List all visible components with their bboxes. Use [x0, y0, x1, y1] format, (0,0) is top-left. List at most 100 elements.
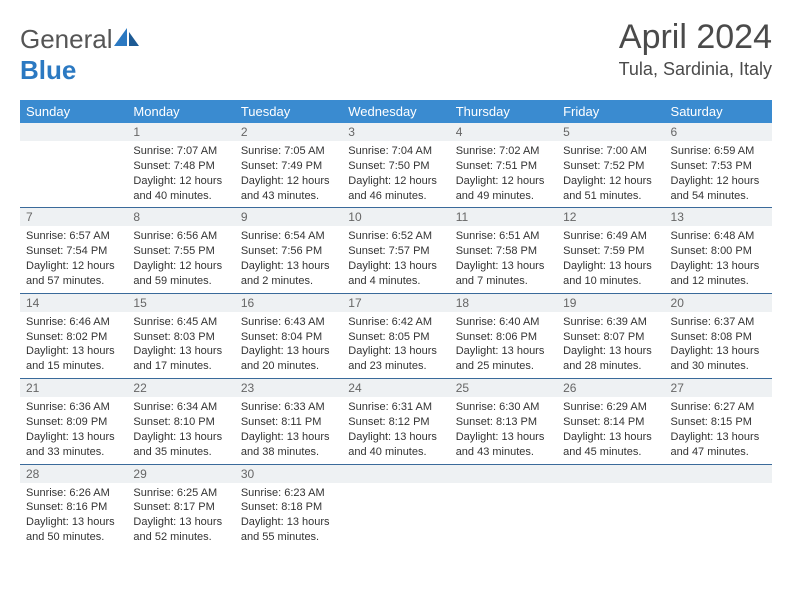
sunset-text: Sunset: 8:09 PM: [26, 415, 121, 430]
day-details: Sunrise: 7:04 AMSunset: 7:50 PMDaylight:…: [342, 141, 449, 207]
sunrise-text: Sunrise: 6:37 AM: [671, 315, 766, 330]
day-cell: [557, 464, 664, 549]
sunset-text: Sunset: 8:02 PM: [26, 330, 121, 345]
day-cell: 24Sunrise: 6:31 AMSunset: 8:12 PMDayligh…: [342, 379, 449, 464]
week-row: 14Sunrise: 6:46 AMSunset: 8:02 PMDayligh…: [20, 293, 772, 378]
sunrise-text: Sunrise: 6:54 AM: [241, 229, 336, 244]
day-details: Sunrise: 6:26 AMSunset: 8:16 PMDaylight:…: [20, 483, 127, 549]
day-cell: 1Sunrise: 7:07 AMSunset: 7:48 PMDaylight…: [127, 123, 234, 208]
day-cell: 22Sunrise: 6:34 AMSunset: 8:10 PMDayligh…: [127, 379, 234, 464]
day-cell: 6Sunrise: 6:59 AMSunset: 7:53 PMDaylight…: [665, 123, 772, 208]
sunset-text: Sunset: 8:03 PM: [133, 330, 228, 345]
day-details: Sunrise: 6:37 AMSunset: 8:08 PMDaylight:…: [665, 312, 772, 378]
day-number: 28: [20, 465, 127, 483]
brand-part2: Blue: [20, 55, 76, 85]
day-details: Sunrise: 6:40 AMSunset: 8:06 PMDaylight:…: [450, 312, 557, 378]
col-saturday: Saturday: [665, 100, 772, 123]
sunrise-text: Sunrise: 7:05 AM: [241, 144, 336, 159]
day-number: 11: [450, 208, 557, 226]
sunset-text: Sunset: 8:18 PM: [241, 500, 336, 515]
title-block: April 2024 Tula, Sardinia, Italy: [619, 18, 772, 80]
sunrise-text: Sunrise: 6:59 AM: [671, 144, 766, 159]
sunrise-text: Sunrise: 6:57 AM: [26, 229, 121, 244]
day-number: [20, 123, 127, 141]
day-cell: 5Sunrise: 7:00 AMSunset: 7:52 PMDaylight…: [557, 123, 664, 208]
daylight-text: Daylight: 12 hours and 51 minutes.: [563, 174, 658, 204]
day-details: Sunrise: 6:43 AMSunset: 8:04 PMDaylight:…: [235, 312, 342, 378]
day-cell: 29Sunrise: 6:25 AMSunset: 8:17 PMDayligh…: [127, 464, 234, 549]
sunrise-text: Sunrise: 6:51 AM: [456, 229, 551, 244]
daylight-text: Daylight: 13 hours and 52 minutes.: [133, 515, 228, 545]
daylight-text: Daylight: 12 hours and 57 minutes.: [26, 259, 121, 289]
day-details: Sunrise: 6:46 AMSunset: 8:02 PMDaylight:…: [20, 312, 127, 378]
sunset-text: Sunset: 8:06 PM: [456, 330, 551, 345]
day-details: Sunrise: 6:30 AMSunset: 8:13 PMDaylight:…: [450, 397, 557, 463]
day-cell: [342, 464, 449, 549]
day-details: Sunrise: 6:52 AMSunset: 7:57 PMDaylight:…: [342, 226, 449, 292]
day-number: 14: [20, 294, 127, 312]
sunset-text: Sunset: 7:50 PM: [348, 159, 443, 174]
day-number: [342, 465, 449, 483]
day-cell: 7Sunrise: 6:57 AMSunset: 7:54 PMDaylight…: [20, 208, 127, 293]
col-monday: Monday: [127, 100, 234, 123]
day-details: Sunrise: 6:49 AMSunset: 7:59 PMDaylight:…: [557, 226, 664, 292]
day-number: 12: [557, 208, 664, 226]
daylight-text: Daylight: 13 hours and 47 minutes.: [671, 430, 766, 460]
day-number: 23: [235, 379, 342, 397]
sunrise-text: Sunrise: 6:43 AM: [241, 315, 336, 330]
daylight-text: Daylight: 13 hours and 17 minutes.: [133, 344, 228, 374]
day-number: 5: [557, 123, 664, 141]
sunrise-text: Sunrise: 6:49 AM: [563, 229, 658, 244]
sunset-text: Sunset: 8:14 PM: [563, 415, 658, 430]
daylight-text: Daylight: 13 hours and 23 minutes.: [348, 344, 443, 374]
day-details: Sunrise: 7:07 AMSunset: 7:48 PMDaylight:…: [127, 141, 234, 207]
day-details: Sunrise: 6:29 AMSunset: 8:14 PMDaylight:…: [557, 397, 664, 463]
sunrise-text: Sunrise: 6:45 AM: [133, 315, 228, 330]
daylight-text: Daylight: 13 hours and 43 minutes.: [456, 430, 551, 460]
sail-icon: [113, 26, 141, 48]
day-cell: 9Sunrise: 6:54 AMSunset: 7:56 PMDaylight…: [235, 208, 342, 293]
day-number: 2: [235, 123, 342, 141]
day-details: Sunrise: 6:25 AMSunset: 8:17 PMDaylight:…: [127, 483, 234, 549]
day-number: 17: [342, 294, 449, 312]
sunset-text: Sunset: 8:11 PM: [241, 415, 336, 430]
daylight-text: Daylight: 12 hours and 49 minutes.: [456, 174, 551, 204]
sunrise-text: Sunrise: 6:48 AM: [671, 229, 766, 244]
brand-part1: General: [20, 24, 113, 54]
day-number: 30: [235, 465, 342, 483]
sunrise-text: Sunrise: 6:33 AM: [241, 400, 336, 415]
sunrise-text: Sunrise: 7:02 AM: [456, 144, 551, 159]
sunset-text: Sunset: 8:04 PM: [241, 330, 336, 345]
sunrise-text: Sunrise: 6:26 AM: [26, 486, 121, 501]
sunset-text: Sunset: 8:07 PM: [563, 330, 658, 345]
sunset-text: Sunset: 7:51 PM: [456, 159, 551, 174]
daylight-text: Daylight: 13 hours and 25 minutes.: [456, 344, 551, 374]
daylight-text: Daylight: 13 hours and 40 minutes.: [348, 430, 443, 460]
day-cell: 15Sunrise: 6:45 AMSunset: 8:03 PMDayligh…: [127, 293, 234, 378]
day-cell: 19Sunrise: 6:39 AMSunset: 8:07 PMDayligh…: [557, 293, 664, 378]
sunrise-text: Sunrise: 6:46 AM: [26, 315, 121, 330]
day-details: Sunrise: 6:51 AMSunset: 7:58 PMDaylight:…: [450, 226, 557, 292]
daylight-text: Daylight: 13 hours and 28 minutes.: [563, 344, 658, 374]
day-details: Sunrise: 6:31 AMSunset: 8:12 PMDaylight:…: [342, 397, 449, 463]
day-cell: 17Sunrise: 6:42 AMSunset: 8:05 PMDayligh…: [342, 293, 449, 378]
day-cell: 2Sunrise: 7:05 AMSunset: 7:49 PMDaylight…: [235, 123, 342, 208]
week-row: 7Sunrise: 6:57 AMSunset: 7:54 PMDaylight…: [20, 208, 772, 293]
sunset-text: Sunset: 7:53 PM: [671, 159, 766, 174]
day-cell: [20, 123, 127, 208]
day-cell: 28Sunrise: 6:26 AMSunset: 8:16 PMDayligh…: [20, 464, 127, 549]
daylight-text: Daylight: 13 hours and 50 minutes.: [26, 515, 121, 545]
daylight-text: Daylight: 13 hours and 55 minutes.: [241, 515, 336, 545]
calendar-table: Sunday Monday Tuesday Wednesday Thursday…: [20, 100, 772, 549]
day-cell: 11Sunrise: 6:51 AMSunset: 7:58 PMDayligh…: [450, 208, 557, 293]
day-details: Sunrise: 6:33 AMSunset: 8:11 PMDaylight:…: [235, 397, 342, 463]
daylight-text: Daylight: 13 hours and 35 minutes.: [133, 430, 228, 460]
day-details: Sunrise: 6:23 AMSunset: 8:18 PMDaylight:…: [235, 483, 342, 549]
day-number: 9: [235, 208, 342, 226]
daylight-text: Daylight: 13 hours and 45 minutes.: [563, 430, 658, 460]
daylight-text: Daylight: 13 hours and 2 minutes.: [241, 259, 336, 289]
sunset-text: Sunset: 7:59 PM: [563, 244, 658, 259]
day-cell: 30Sunrise: 6:23 AMSunset: 8:18 PMDayligh…: [235, 464, 342, 549]
sunrise-text: Sunrise: 6:29 AM: [563, 400, 658, 415]
day-number: 13: [665, 208, 772, 226]
